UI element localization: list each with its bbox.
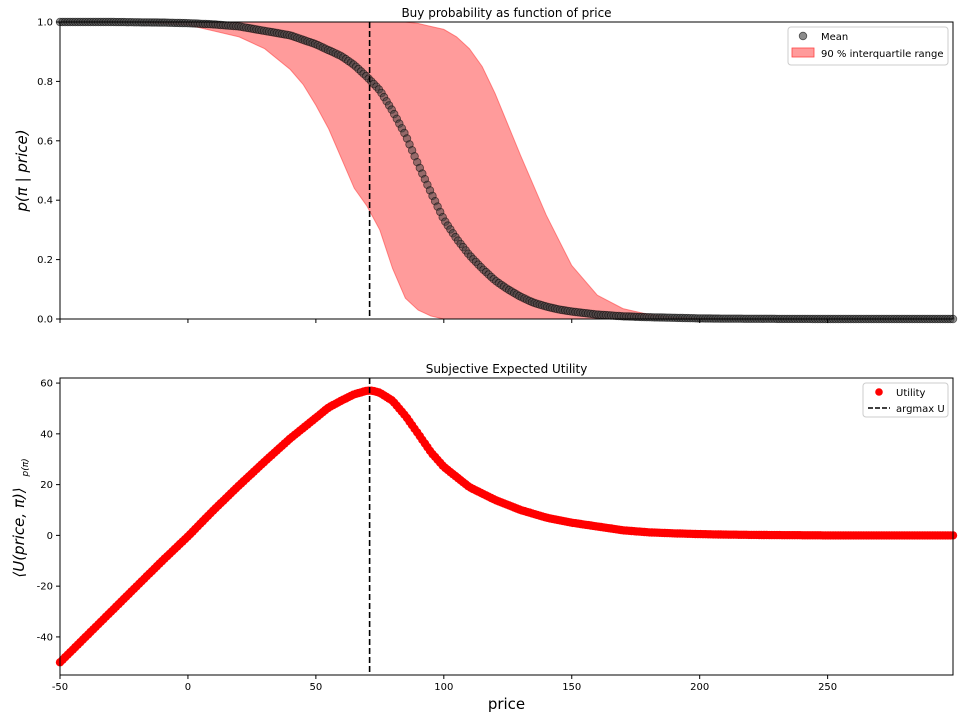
x-ticks-bottom: -50 0 50 100 150 200 250 (52, 675, 837, 693)
x-axis-label-bottom: price (488, 695, 525, 713)
bot-ytick-label: -20 (37, 582, 53, 593)
axes-frame-bottom (59, 377, 954, 676)
top-ytick-label: 0.6 (37, 136, 53, 147)
axes-frame-top (59, 21, 954, 320)
legend-label-utility: Utility (896, 388, 925, 399)
legend-bottom: Utility argmax U (862, 382, 949, 418)
y-axis-label-bottom-group: ⟨U(price, π)⟩ p(π) (10, 458, 31, 577)
y-axis-label-top: p(π | price) (13, 129, 31, 212)
bot-xtick-label: 150 (562, 682, 581, 693)
top-band-area (60, 21, 953, 320)
legend-marker-band (791, 47, 815, 58)
legend-marker-utility (875, 388, 883, 396)
bot-ytick-label: 40 (40, 429, 53, 440)
chart-top: 0.0 0.2 0.4 0.6 0.8 1.0 Buy probability as fu… (13, 6, 958, 326)
top-ytick-label: 0.0 (37, 315, 53, 326)
chart-title-top: Buy probability as function of price (401, 6, 611, 20)
x-ticks-top (59, 319, 829, 323)
chart-title-bottom: Subjective Expected Utility (426, 362, 588, 376)
legend-label-mean: Mean (821, 32, 848, 43)
y-ticks-top: 0.0 0.2 0.4 0.6 0.8 1.0 (37, 18, 60, 326)
chart-bottom: -40 -20 0 20 40 60 -50 0 50 100 150 200 250 Subject… (10, 362, 958, 713)
bot-ytick-label: 0 (47, 531, 53, 542)
points-layer-bottom (55, 386, 958, 667)
legend-top: Mean 90 % interquartile range (787, 26, 949, 66)
legend-box-top (787, 26, 949, 66)
bot-xtick-label: 0 (185, 682, 191, 693)
bot-ytick-label: 20 (40, 480, 53, 491)
legend-marker-mean (798, 31, 808, 41)
top-ytick-label: 0.8 (37, 77, 53, 88)
bot-xtick-label: -50 (52, 682, 68, 693)
bot-xtick-label: 250 (818, 682, 837, 693)
legend-label-band: 90 % interquartile range (821, 49, 944, 60)
bot-xtick-label: 50 (310, 682, 323, 693)
y-axis-label-bottom: ⟨U(price, π)⟩ (10, 487, 28, 577)
legend-label-argmax: argmax U (896, 404, 945, 415)
y-ticks-bottom: -40 -20 0 20 40 60 (37, 379, 60, 643)
top-ytick-label: 0.4 (37, 196, 53, 207)
bot-ytick-label: 60 (40, 379, 53, 390)
bot-xtick-label: 200 (690, 682, 709, 693)
top-ytick-label: 1.0 (37, 18, 53, 29)
y-axis-label-bottom-sub: p(π) (21, 458, 31, 477)
top-ytick-label: 0.2 (37, 255, 53, 266)
band-layer (60, 21, 953, 320)
bot-xtick-label: 100 (434, 682, 453, 693)
bot-ytick-label: -40 (37, 632, 53, 643)
